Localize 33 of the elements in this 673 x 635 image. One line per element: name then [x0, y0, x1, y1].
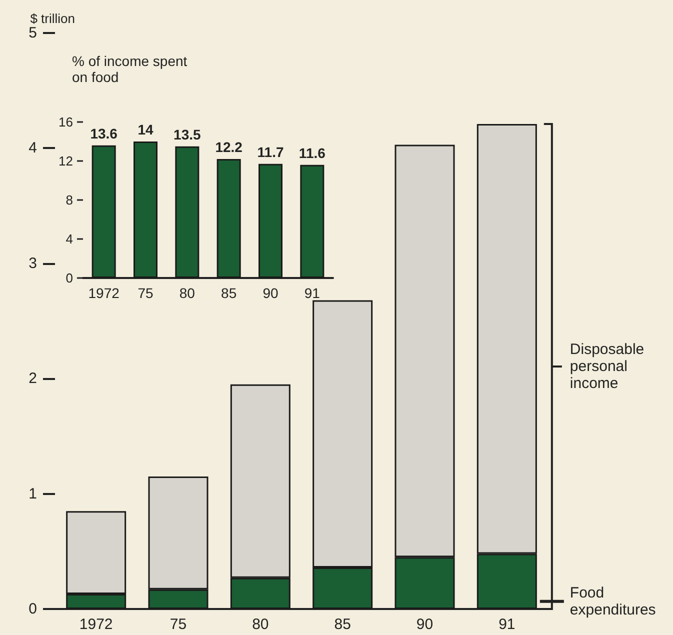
- x-tick-label: 91: [498, 616, 516, 633]
- x-tick-label: 90: [416, 616, 434, 633]
- x-tick-label: 80: [252, 616, 269, 633]
- data-label: 13.5: [174, 126, 202, 142]
- y-axis-title: $ trillion: [30, 11, 75, 26]
- y-tick-label: 0: [66, 270, 73, 286]
- x-tick-label: 85: [334, 616, 351, 633]
- y-tick-label: 4: [28, 140, 37, 157]
- x-tick-label: 85: [221, 285, 237, 301]
- x-tick-label: 75: [170, 616, 187, 633]
- x-tick-label: 75: [138, 285, 154, 301]
- x-tick-label: 91: [304, 285, 320, 301]
- y-tick-label: 16: [58, 114, 73, 130]
- y-tick-label: 3: [28, 254, 37, 272]
- y-tick-label: 4: [66, 232, 73, 246]
- x-tick-label: 1972: [88, 285, 120, 301]
- data-label: 14: [138, 122, 154, 138]
- x-tick-label: 90: [262, 285, 278, 301]
- legend-label: Disposable personal income: [570, 341, 644, 392]
- x-tick-label: 80: [179, 285, 196, 301]
- y-tick-label: 8: [66, 192, 73, 208]
- data-label: 11.7: [257, 144, 284, 160]
- y-tick-label: 1: [28, 485, 37, 502]
- y-tick-label: 12: [58, 154, 73, 168]
- x-tick-label: 1972: [79, 616, 113, 633]
- legend-label: Food expenditures: [570, 584, 656, 618]
- y-tick-label: 5: [28, 24, 37, 42]
- data-label: 11.6: [298, 144, 326, 161]
- y-tick-label: 2: [28, 370, 37, 388]
- y-tick-label: 0: [28, 600, 37, 618]
- chart-title: % of income spent on food: [72, 53, 192, 85]
- data-label: 12.2: [215, 139, 243, 156]
- data-label: 13.6: [90, 125, 118, 142]
